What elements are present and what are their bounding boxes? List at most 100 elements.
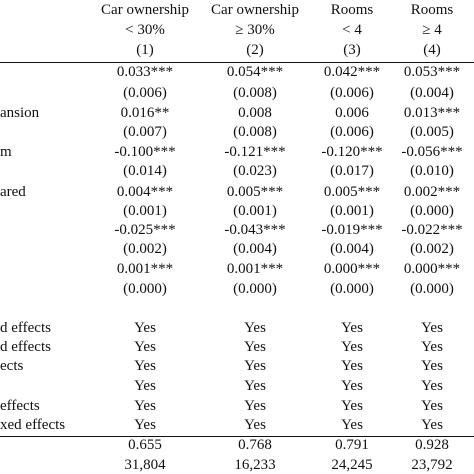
column-header: (4) — [423, 42, 441, 58]
cell: Yes — [244, 358, 266, 374]
cell: 0.005*** — [226, 184, 284, 200]
cell: 0.791 — [335, 437, 369, 453]
cell: (0.017) — [330, 163, 374, 179]
cell: (0.000) — [233, 281, 277, 297]
cell: Yes — [341, 339, 363, 355]
row-label: effects — [0, 398, 40, 414]
cell: Yes — [134, 417, 156, 433]
cell: (0.000) — [330, 281, 374, 297]
cell: Yes — [341, 398, 363, 414]
cell: (0.002) — [410, 241, 454, 257]
cell: (0.006) — [330, 124, 374, 140]
column-header: Car ownership — [211, 2, 299, 18]
cell: Yes — [421, 339, 443, 355]
cell: (0.010) — [410, 163, 454, 179]
cell: 0.008 — [238, 105, 272, 121]
cell: Yes — [341, 358, 363, 374]
cell: 0.928 — [415, 437, 449, 453]
cell: Yes — [421, 320, 443, 336]
cell: (0.002) — [123, 241, 167, 257]
cell: Yes — [421, 398, 443, 414]
row-label: ared — [0, 184, 26, 200]
column-header: (2) — [246, 42, 264, 58]
column-header: (1) — [136, 42, 154, 58]
column-header: Car ownership — [101, 2, 189, 18]
cell: Yes — [134, 398, 156, 414]
cell: (0.001) — [233, 203, 277, 219]
row-label: d effects — [0, 339, 51, 355]
cell: -0.025*** — [114, 222, 176, 238]
cell: 0.005*** — [323, 184, 381, 200]
cell: 24,245 — [331, 457, 373, 473]
cell: (0.005) — [410, 124, 454, 140]
column-header: < 30% — [125, 22, 165, 38]
row-label: ects — [0, 358, 24, 374]
cell: Yes — [134, 339, 156, 355]
cell: Yes — [244, 398, 266, 414]
cell: Yes — [244, 417, 266, 433]
cell: Yes — [244, 339, 266, 355]
cell: 0.016** — [120, 105, 170, 121]
cell: Yes — [341, 417, 363, 433]
cell: -0.043*** — [224, 222, 286, 238]
cell: -0.019*** — [321, 222, 383, 238]
cell: 0.004*** — [116, 184, 174, 200]
cell: 31,804 — [124, 457, 166, 473]
cell: -0.022*** — [401, 222, 463, 238]
cell: 23,792 — [411, 457, 453, 473]
cell: Yes — [341, 378, 363, 394]
cell: 0.001*** — [116, 261, 174, 277]
cell: (0.023) — [233, 163, 277, 179]
cell: (0.008) — [233, 85, 277, 101]
cell: (0.008) — [233, 124, 277, 140]
cell: Yes — [421, 358, 443, 374]
cell: (0.014) — [123, 163, 167, 179]
column-header: (3) — [343, 42, 361, 58]
column-header: < 4 — [342, 22, 362, 38]
cell: (0.004) — [233, 241, 277, 257]
row-label: xed effects — [0, 417, 66, 433]
row-label: ansion — [0, 105, 40, 121]
cell: 0.042*** — [323, 64, 381, 80]
cell: 0.054*** — [226, 64, 284, 80]
cell: Yes — [244, 378, 266, 394]
cell: Yes — [341, 320, 363, 336]
cell: Yes — [421, 378, 443, 394]
row-label: m — [0, 144, 12, 160]
cell: 0.053*** — [403, 64, 461, 80]
cell: Yes — [421, 417, 443, 433]
column-header: Rooms — [410, 2, 454, 18]
column-header: ≥ 4 — [422, 22, 442, 38]
cell: (0.000) — [123, 281, 167, 297]
rule — [0, 62, 474, 63]
cell: 0.006 — [335, 105, 369, 121]
column-header: Rooms — [330, 2, 374, 18]
cell: 0.000*** — [403, 261, 461, 277]
cell: (0.004) — [410, 85, 454, 101]
cell: (0.001) — [123, 203, 167, 219]
cell: 16,233 — [234, 457, 276, 473]
cell: -0.121*** — [224, 144, 286, 160]
cell: -0.056*** — [401, 144, 463, 160]
cell: 0.000*** — [323, 261, 381, 277]
cell: 0.002*** — [403, 184, 461, 200]
cell: (0.001) — [330, 203, 374, 219]
cell: 0.001*** — [226, 261, 284, 277]
cell: 0.013*** — [403, 105, 461, 121]
cell: Yes — [134, 320, 156, 336]
cell: (0.007) — [123, 124, 167, 140]
cell: Yes — [134, 378, 156, 394]
cell: 0.033*** — [116, 64, 174, 80]
cell: Yes — [134, 358, 156, 374]
cell: 0.768 — [238, 437, 272, 453]
rule — [0, 436, 474, 437]
cell: Yes — [244, 320, 266, 336]
cell: 0.655 — [128, 437, 162, 453]
row-label: d effects — [0, 320, 51, 336]
cell: (0.006) — [330, 85, 374, 101]
cell: (0.004) — [330, 241, 374, 257]
column-header: ≥ 30% — [235, 22, 275, 38]
cell: (0.006) — [123, 85, 167, 101]
cell: (0.000) — [410, 281, 454, 297]
